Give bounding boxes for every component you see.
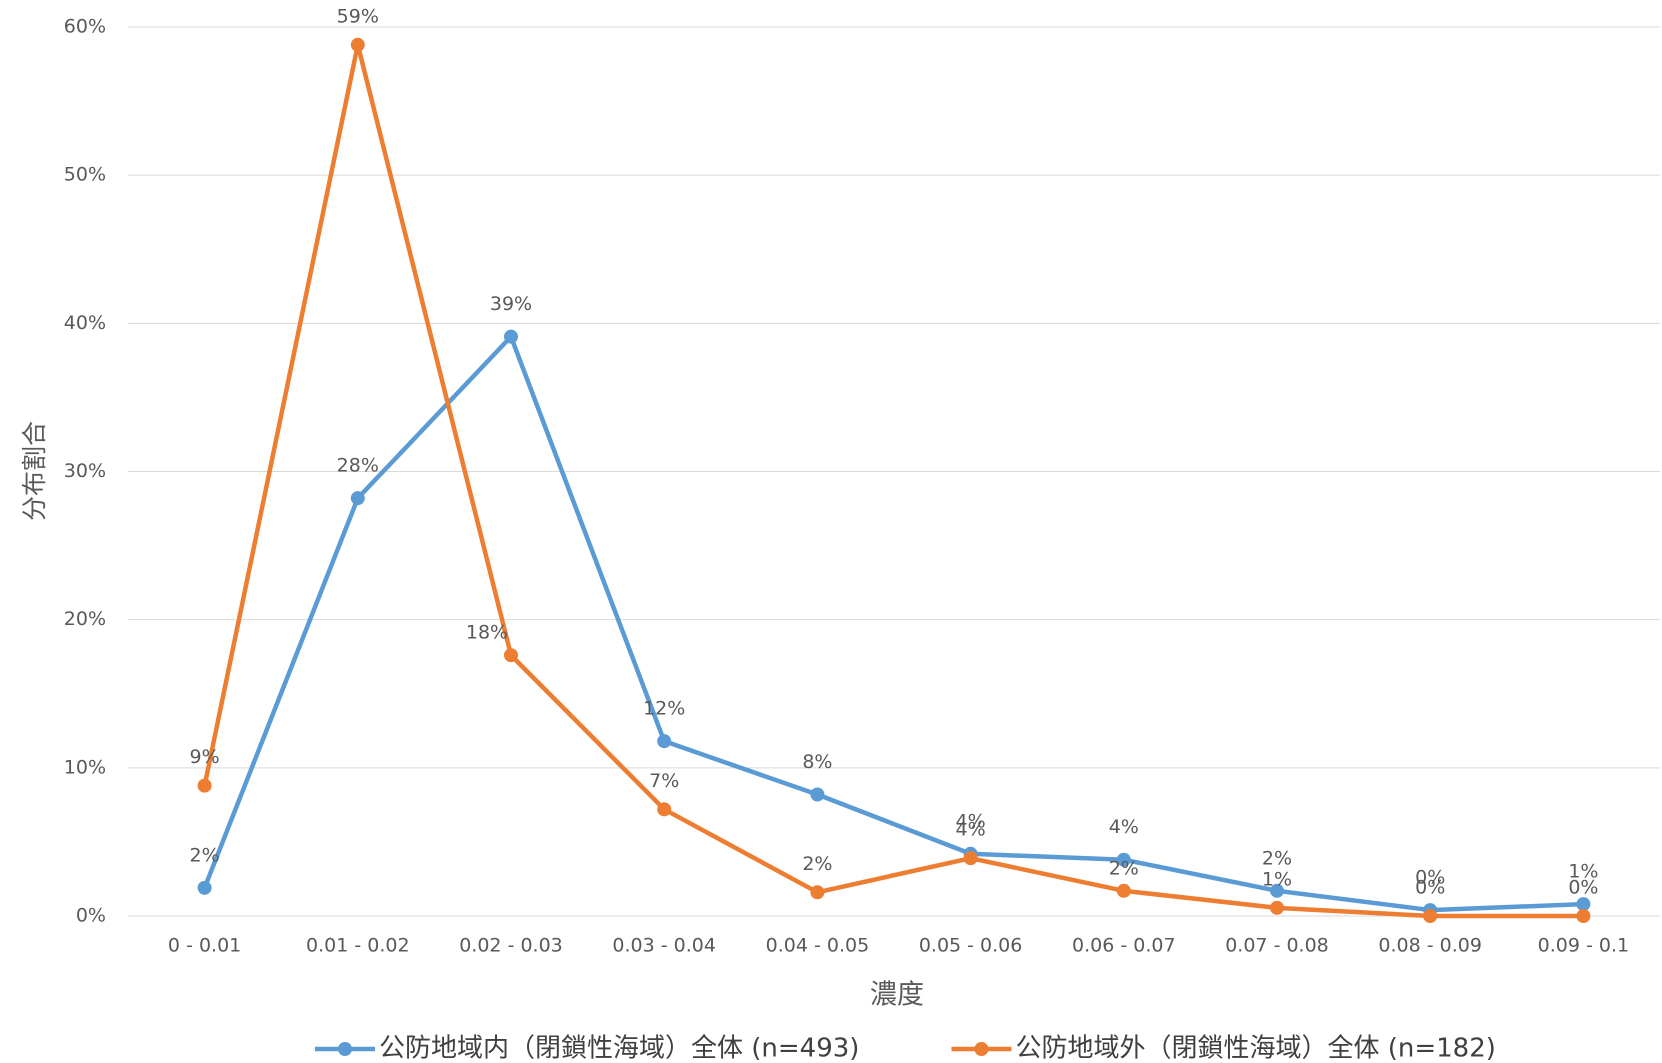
x-tick-label: 0.04 - 0.05 [766,935,870,957]
y-tick-label: 0% [76,905,106,927]
point [504,329,518,344]
point [1116,852,1131,867]
y-tick-label: 30% [64,460,106,482]
value-label: 1% [1262,868,1292,890]
value-label: 59% [337,5,379,27]
point [657,802,672,817]
point [350,37,365,52]
y-tick-label: 10% [64,756,106,778]
x-tick-label: 0.01 - 0.02 [306,935,410,957]
series-line [202,42,1584,919]
value-label: 8% [802,751,832,773]
y-tick-label: 50% [64,164,106,186]
point [1116,883,1131,898]
x-tick-label: 0.06 - 0.07 [1072,935,1176,957]
value-label: 39% [490,293,532,315]
point [350,491,365,506]
value-label: 2% [1262,847,1292,869]
value-label: 2% [190,844,220,866]
value-label: 0% [1568,877,1598,899]
value-label: 2% [802,853,832,875]
legend-marker [974,1042,989,1056]
point [1270,900,1284,915]
point [1270,883,1284,898]
point [1576,909,1591,923]
point [810,885,825,900]
value-label: 0% [1415,877,1445,899]
point [657,734,672,749]
x-tick-label: 0 - 0.01 [168,935,241,957]
x-axis-label: 濃度 [870,980,924,1011]
value-label: 4% [956,819,986,841]
legend-marker [338,1042,352,1056]
value-label: 9% [190,746,220,768]
point [963,851,978,866]
point [197,778,212,793]
x-tick-label: 0.05 - 0.06 [919,935,1023,957]
x-tick-label: 0.08 - 0.09 [1378,935,1482,957]
value-label: 1% [1568,861,1598,883]
point [197,880,212,895]
y-tick-label: 20% [64,608,106,630]
point [1423,909,1438,923]
y-tick-label: 60% [64,16,106,38]
value-label: 12% [643,698,685,720]
y-tick-label: 40% [64,312,106,334]
legend-entry: 公防地域内（閉鎖性海域）全体 (n=493) [379,1034,859,1063]
value-label: 4% [1109,816,1139,838]
point [810,787,825,802]
value-label: 28% [337,455,379,477]
x-tick-label: 0.03 - 0.04 [612,935,716,957]
legend-entry: 公防地域外（閉鎖性海域）全体 (n=182) [1015,1034,1495,1063]
x-tick-label: 0.07 - 0.08 [1225,935,1329,957]
x-tick-label: 0.02 - 0.03 [459,935,563,957]
value-label: 2% [1109,857,1139,879]
value-label: 18% [466,622,508,644]
point [1576,897,1591,912]
value-label: 0% [1415,867,1445,889]
value-label: 7% [649,770,679,792]
series-line [202,334,1584,913]
value-label: 4% [956,810,986,832]
x-tick-label: 0.09 - 0.1 [1538,935,1629,957]
point [504,648,518,663]
y-axis-label: 分布割合 [20,421,49,521]
